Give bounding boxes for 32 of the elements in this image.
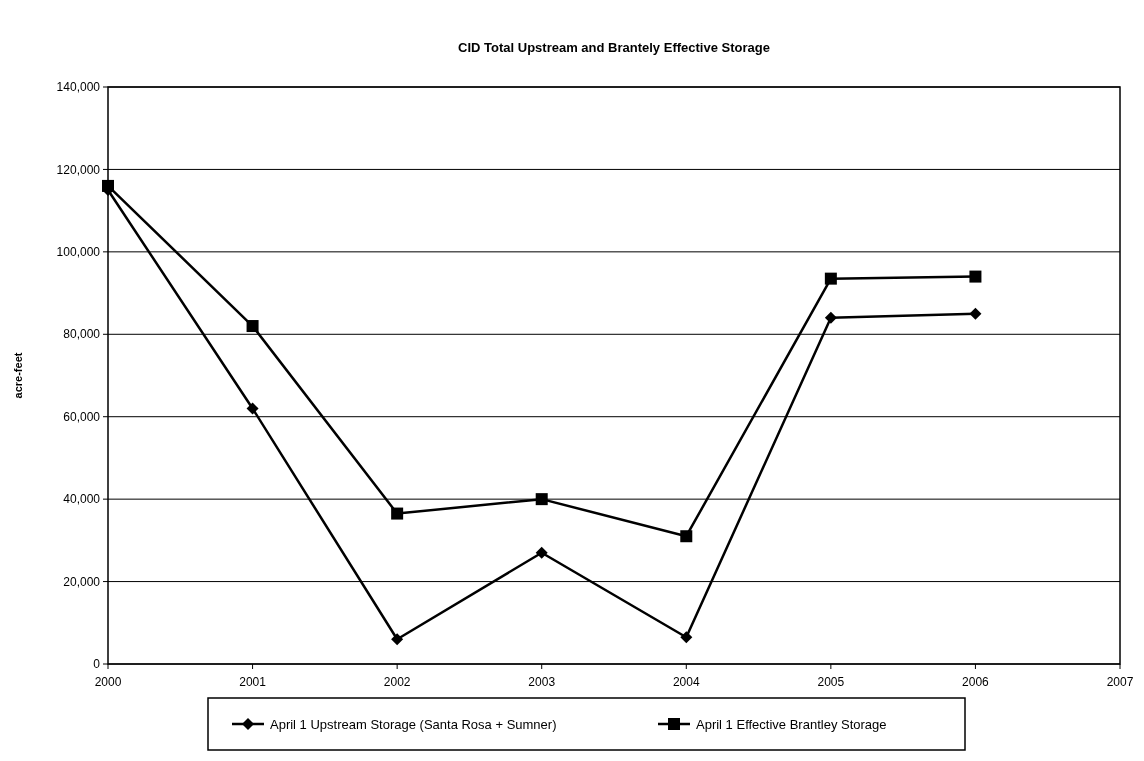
x-tick-label: 2002 xyxy=(383,675,411,689)
x-tick-label: 2005 xyxy=(817,675,845,689)
point xyxy=(391,507,404,520)
x-tick-label: 2003 xyxy=(528,675,556,689)
y-tick-label: 100,000 xyxy=(56,245,101,260)
x-tick-label: 2000 xyxy=(94,675,122,689)
legend-label: April 1 Upstream Storage (Santa Rosa + Sumner) xyxy=(270,716,557,732)
y-tick-label: 40,000 xyxy=(63,492,101,507)
y-tick-label: 20,000 xyxy=(63,574,101,589)
point xyxy=(680,530,693,543)
point xyxy=(246,402,259,415)
y-tick-label: 140,000 xyxy=(56,80,101,95)
x-tick-label: 2007 xyxy=(1106,675,1134,689)
y-tick-label: 0 xyxy=(93,657,101,672)
y-axis-title: acre-feet xyxy=(12,352,24,399)
point xyxy=(246,320,259,333)
y-tick-label: 120,000 xyxy=(56,162,101,177)
y-tick-label: 60,000 xyxy=(63,409,101,424)
point xyxy=(824,272,837,285)
x-tick-label: 2001 xyxy=(239,675,267,689)
point xyxy=(969,307,982,320)
point xyxy=(824,311,837,324)
legend-label: April 1 Effective Brantley Storage xyxy=(696,716,887,732)
x-tick-label: 2004 xyxy=(672,675,700,689)
point xyxy=(391,633,404,646)
x-tick-label: 2006 xyxy=(962,675,990,689)
point xyxy=(680,631,693,644)
chart-title: CID Total Upstream and Brantely Effective Storage xyxy=(458,40,770,55)
point xyxy=(535,493,548,506)
y-tick-label: 80,000 xyxy=(63,327,101,342)
point xyxy=(535,546,548,559)
point xyxy=(969,270,982,283)
